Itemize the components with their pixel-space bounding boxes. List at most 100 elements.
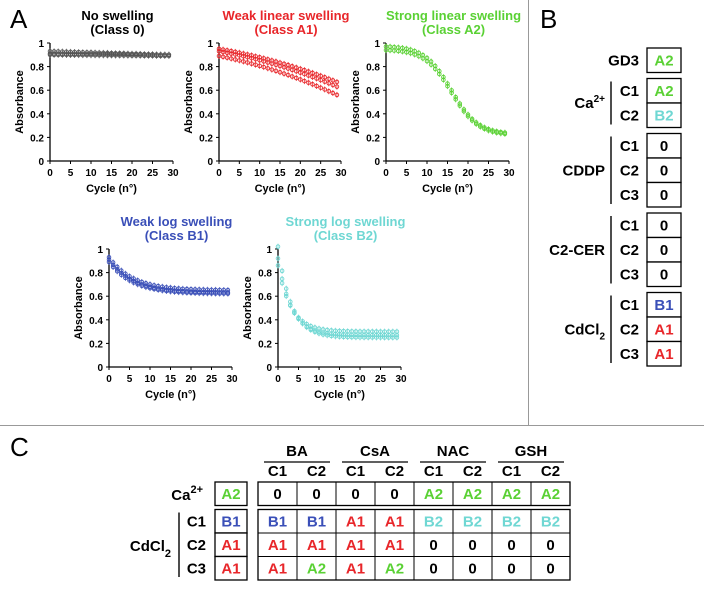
panel-c-table: BA CsA NAC GSH C1 C2 C1 C2 C1 C2 C1 C2 A2 0 0 0 0 A2 A2 A2 A… <box>130 443 571 581</box>
data-point <box>279 268 285 274</box>
data-point <box>205 287 210 293</box>
x-axis-label: Cycle (n°) <box>314 389 365 401</box>
treatment-cell-value: A1 <box>385 513 404 530</box>
y-tick-label: 0.8 <box>199 63 213 74</box>
data-point <box>224 50 230 56</box>
chart-title-line2: (Class A1) <box>254 22 317 37</box>
data-point <box>101 51 106 57</box>
y-axis-label: Absorbance <box>14 70 26 134</box>
data-point <box>285 66 291 71</box>
treatment-cell-value: 0 <box>546 560 554 577</box>
data-point <box>184 286 190 292</box>
data-point <box>117 52 122 57</box>
data-point <box>289 74 295 79</box>
y-tick-label: 0 <box>38 157 44 168</box>
x-tick-label: 20 <box>462 168 474 179</box>
x-tick-label: 25 <box>206 374 218 385</box>
data-point <box>253 56 258 62</box>
panel-label-a: A <box>10 4 28 34</box>
group-1-cond-label: C1 <box>620 138 639 155</box>
data-point <box>341 328 346 334</box>
data-point <box>408 50 413 56</box>
base-cell-value: A1 <box>221 537 240 554</box>
data-point <box>241 54 246 59</box>
data-point <box>353 329 359 334</box>
x-tick-label: 0 <box>106 374 112 385</box>
base-cell-box <box>214 481 248 507</box>
data-point <box>424 58 430 64</box>
subcol-header: C2 <box>463 463 482 480</box>
panel-label-b: B <box>540 4 558 34</box>
group-0-label: Ca2+ <box>574 94 605 112</box>
data-point <box>257 63 262 69</box>
data-point <box>228 51 234 56</box>
data-point <box>249 55 254 61</box>
group-1-cell-value: 0 <box>660 162 668 179</box>
x-tick-label: 10 <box>254 168 266 179</box>
data-point <box>294 75 299 81</box>
x-tick-label: 5 <box>68 168 74 179</box>
data-point <box>228 56 234 61</box>
data-point <box>188 286 194 292</box>
x-tick-label: 15 <box>334 374 346 385</box>
data-point <box>310 74 315 80</box>
data-point <box>154 52 159 57</box>
data-point <box>180 286 186 292</box>
group-3-cell-box <box>646 291 682 318</box>
data-point <box>316 326 322 331</box>
data-point <box>80 51 86 57</box>
data-point <box>176 286 181 291</box>
group-0-cond-label: C1 <box>620 83 639 100</box>
x-tick-label: 10 <box>85 168 97 179</box>
data-point <box>473 121 479 127</box>
x-axis-label: Cycle (n°) <box>422 183 473 195</box>
x-tick-label: 0 <box>383 168 389 179</box>
treatment-cell-value: A1 <box>385 537 404 554</box>
data-point <box>213 287 218 293</box>
data-point <box>273 62 279 68</box>
treatment-header-nac: NAC <box>437 443 470 460</box>
group-3-cell-value: A1 <box>654 346 673 363</box>
data-point <box>51 51 57 56</box>
data-point <box>285 72 291 78</box>
chart-class0: No swelling(Class 0)00.20.40.60.810 5 10 15… <box>14 8 179 195</box>
x-tick-label: 30 <box>395 374 407 385</box>
data-point <box>288 303 293 308</box>
data-point <box>302 78 307 84</box>
data-point <box>225 287 231 293</box>
data-point <box>245 60 250 65</box>
data-point <box>196 287 202 292</box>
y-tick-label: 1 <box>97 245 103 256</box>
treatment-cell-value: A2 <box>502 486 521 503</box>
y-tick-label: 1 <box>207 39 213 50</box>
x-axis-label: Cycle (n°) <box>86 183 137 195</box>
x-tick-label: 15 <box>442 168 454 179</box>
data-point <box>322 87 327 92</box>
data-point <box>378 329 383 334</box>
data-point <box>394 329 400 334</box>
data-point <box>166 52 172 58</box>
group-3-label: CdCl2 <box>564 321 605 342</box>
data-point <box>330 82 336 88</box>
group-2-cell-value: 0 <box>660 242 668 259</box>
data-point <box>221 287 227 293</box>
y-tick-label: 0 <box>207 157 213 168</box>
group-2-cond-label: C3 <box>620 266 639 283</box>
data-point <box>322 79 327 84</box>
data-point <box>125 52 131 57</box>
data-point <box>361 329 367 334</box>
x-tick-label: 5 <box>296 374 302 385</box>
y-axis-label: Absorbance <box>183 70 195 134</box>
group-1-cond-label: C2 <box>620 162 639 179</box>
x-tick-label: 0 <box>47 168 53 179</box>
group-3-cond-label: C1 <box>620 297 639 314</box>
x-tick-label: 15 <box>165 374 177 385</box>
data-point <box>330 90 336 96</box>
subcol-header: C2 <box>541 463 560 480</box>
treatment-cell-value: A1 <box>346 513 365 530</box>
data-point <box>192 287 198 292</box>
data-point <box>265 60 271 65</box>
data-point <box>133 52 139 57</box>
chart-title-line2: (Class 0) <box>90 22 144 37</box>
data-point <box>441 77 446 83</box>
